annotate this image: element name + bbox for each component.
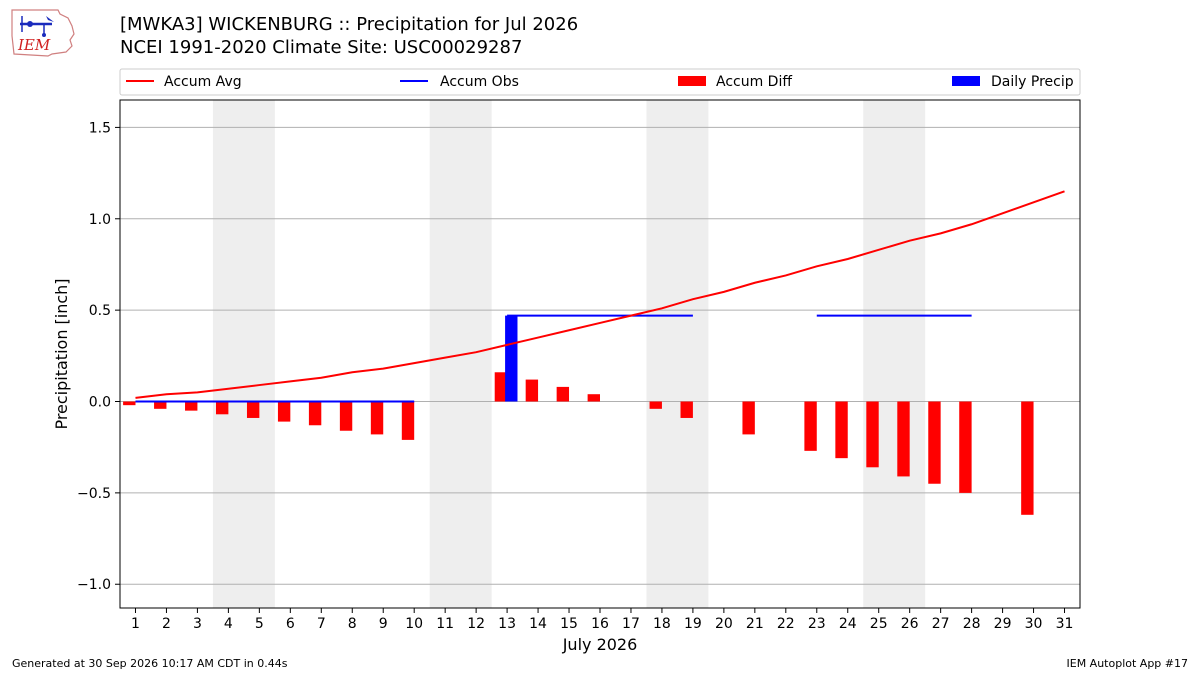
x-tick-label: 8 [348,616,357,632]
x-tick-label: 5 [255,616,264,632]
x-tick-label: 4 [224,616,233,632]
accum-diff-bar-24 [835,401,848,459]
x-tick-label: 22 [777,616,795,632]
x-tick-label: 26 [901,616,919,632]
accum-diff-bar-1 [123,401,136,406]
accum-diff-bar-6 [277,401,291,422]
generated-note: Generated at 30 Sep 2026 10:17 AM CDT in… [12,657,288,670]
x-tick-label: 6 [286,616,295,632]
x-tick-label: 13 [498,616,516,632]
x-tick-label: 28 [963,616,981,632]
x-tick-label: 21 [746,616,764,632]
x-tick-label: 15 [560,616,578,632]
accum-diff-bar-10 [401,401,415,440]
x-axis-ticks: 1 2 3 4 5 6 7 8 9 10 11 12 13 14 15 16 17 18 19 20 21 22 23 24 2… [131,608,1073,632]
weekend-span-2 [646,100,709,608]
y-axis-ticks: −1.0 −0.5 0.0 0.5 1.0 1.5 [77,120,120,593]
x-tick-label: 9 [379,616,388,632]
diff-bars [123,372,1034,515]
x-tick-label: 27 [932,616,950,632]
x-tick-label: 30 [1025,616,1043,632]
legend: Accum Avg Accum Obs Accum Diff Daily Pre… [119,68,1081,96]
x-tick-label: 16 [591,616,609,632]
y-tick-label: 0.5 [89,303,111,319]
legend-label-accum-avg: Accum Avg [164,74,242,90]
legend-swatch-accum-diff [678,76,706,86]
x-tick-label: 18 [653,616,671,632]
accum-diff-bar-19 [680,401,693,418]
x-axis-label: July 2026 [562,635,638,654]
y-tick-label: −0.5 [77,486,111,502]
daily-precip-bars [505,315,518,402]
legend-label-daily-precip: Daily Precip [991,74,1074,90]
chart-title: [MWKA3] WICKENBURG :: Precipitation for … [120,13,578,59]
accum-diff-bar-30 [1021,401,1034,515]
title-line-1: [MWKA3] WICKENBURG :: Precipitation for … [120,14,579,35]
accum-diff-bar-7 [308,401,322,426]
gridlines [120,126,1080,585]
weekend-span-0 [212,100,275,608]
accum-diff-bar-28 [959,401,972,493]
iem-logo: IEM [11,9,75,57]
app-note: IEM Autoplot App #17 [1066,657,1189,670]
y-tick-label: 0.0 [89,395,111,411]
x-tick-label: 20 [715,616,733,632]
accum-diff-bar-13 [494,372,508,402]
y-tick-label: 1.5 [89,120,111,136]
x-tick-label: 7 [317,616,326,632]
x-tick-label: 1 [131,616,140,632]
x-tick-label: 24 [839,616,857,632]
legend-swatch-daily-precip [952,76,980,86]
accum-diff-bar-27 [928,401,941,484]
accum-diff-bar-26 [897,401,910,477]
x-tick-label: 10 [405,616,423,632]
x-tick-label: 14 [529,616,547,632]
legend-label-accum-obs: Accum Obs [440,74,519,90]
accum-diff-bar-25 [866,401,879,468]
x-tick-label: 23 [808,616,826,632]
accum-diff-bar-14 [525,379,539,402]
accum-diff-bar-5 [246,401,260,418]
legend-label-accum-diff: Accum Diff [716,74,792,90]
logo-text: IEM [17,36,51,54]
weekend-span-3 [863,100,926,608]
x-tick-label: 3 [193,616,202,632]
accum-diff-bar-8 [339,401,353,431]
series-lines [135,190,1065,403]
y-axis-label: Precipitation [inch] [52,278,71,429]
x-tick-label: 2 [162,616,171,632]
x-tick-label: 12 [467,616,485,632]
x-tick-label: 29 [994,616,1012,632]
accum-diff-bar-23 [804,401,817,451]
accum-diff-bar-16 [587,394,600,402]
accum-avg-line [135,190,1065,399]
x-tick-label: 25 [870,616,888,632]
x-tick-label: 17 [622,616,640,632]
x-tick-label: 11 [436,616,454,632]
accum-diff-bar-9 [370,401,384,435]
title-line-2: NCEI 1991-2020 Climate Site: USC00029287 [120,37,523,58]
y-tick-label: 1.0 [89,212,111,228]
x-tick-label: 19 [684,616,702,632]
accum-diff-bar-15 [556,386,570,402]
x-tick-label: 31 [1056,616,1074,632]
daily-precip-bar-13 [505,315,518,402]
y-tick-label: −1.0 [77,577,111,593]
accum-diff-bar-21 [742,401,755,435]
accum-diff-bar-4 [216,401,229,415]
weekend-shading [212,100,926,608]
accum-diff-bar-18 [649,401,662,409]
accum-diff-bar-2 [154,401,167,409]
accum-diff-bar-3 [185,401,198,411]
